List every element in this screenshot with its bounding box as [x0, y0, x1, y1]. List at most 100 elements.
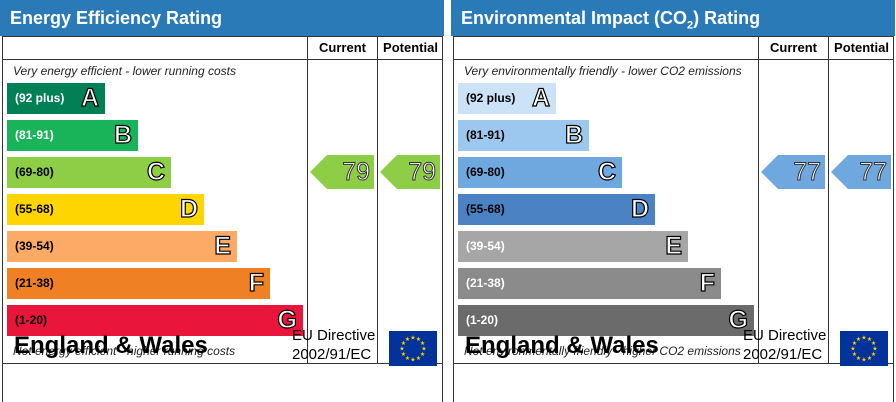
rating-band-c: (69-80) C: [7, 157, 171, 188]
band-range-label: (1-20): [15, 313, 48, 327]
eu-directive-line: 2002/91/EC: [743, 346, 823, 363]
column-divider: [307, 37, 308, 363]
band-letter: A: [80, 83, 99, 112]
current-column-header: Current: [319, 40, 366, 55]
column-divider: [828, 37, 829, 363]
eu-star-icon: ★: [410, 335, 415, 342]
rating-band-b: (81-91) B: [458, 120, 589, 151]
band-range-label: (21-38): [15, 276, 54, 290]
eu-star-icon: ★: [861, 335, 866, 342]
bottom-caption: Not environmentally friendly - higher CO…: [464, 344, 741, 358]
eu-star-icon: ★: [420, 351, 425, 358]
eu-star-icon: ★: [867, 336, 872, 343]
band-range-label: (55-68): [466, 202, 505, 216]
current-rating-arrow: 77: [761, 155, 825, 189]
rating-band-a: (92 plus) A: [458, 83, 556, 114]
eu-directive-line: EU Directive: [292, 327, 376, 344]
panel-title: Energy Efficiency Rating: [0, 0, 444, 36]
current-rating-value: 77: [793, 158, 822, 187]
header-divider: [3, 59, 443, 60]
eu-star-icon: ★: [416, 355, 421, 362]
band-letter: E: [665, 231, 683, 260]
eu-star-icon: ★: [852, 340, 857, 347]
rating-band-d: (55-68) D: [458, 194, 655, 225]
rating-band-c: (69-80) C: [458, 157, 622, 188]
band-letter: C: [597, 157, 616, 186]
band-letter: C: [146, 157, 165, 186]
region-label: England & Wales: [465, 332, 659, 359]
potential-column-header: Potential: [383, 40, 438, 55]
band-range-label: (39-54): [15, 239, 54, 253]
header-divider: [454, 59, 894, 60]
eu-star-icon: ★: [867, 355, 872, 362]
eu-star-icon: ★: [856, 336, 861, 343]
eu-directive-line: 2002/91/EC: [292, 346, 372, 363]
eu-star-icon: ★: [401, 351, 406, 358]
eu-star-icon: ★: [410, 357, 415, 364]
band-range-label: (21-38): [466, 276, 505, 290]
environmental-impact-panel: Environmental Impact (CO2) Rating Curren…: [451, 0, 895, 402]
band-letter: G: [728, 305, 749, 334]
rating-band-e: (39-54) E: [458, 231, 688, 262]
band-range-label: (69-80): [466, 165, 505, 179]
band-range-label: (1-20): [466, 313, 499, 327]
rating-band-g: (1-20) G: [7, 305, 303, 336]
potential-rating-arrow: 79: [380, 155, 440, 189]
eu-directive-line: EU Directive: [743, 327, 827, 344]
band-letter: D: [179, 194, 198, 223]
rating-band-b: (81-91) B: [7, 120, 138, 151]
energy-efficiency-panel: Energy Efficiency Rating Current Potenti…: [0, 0, 444, 402]
rating-frame: Current Potential Very energy efficient …: [2, 36, 443, 402]
footer-divider: [3, 363, 443, 364]
rating-band-d: (55-68) D: [7, 194, 204, 225]
band-range-label: (81-91): [466, 128, 505, 142]
eu-star-icon: ★: [871, 340, 876, 347]
eu-star-icon: ★: [420, 340, 425, 347]
rating-band-a: (92 plus) A: [7, 83, 105, 114]
rating-band-g: (1-20) G: [458, 305, 754, 336]
eu-star-icon: ★: [401, 340, 406, 347]
band-letter: F: [248, 268, 265, 297]
eu-directive: EU Directive 2002/91/EC: [292, 326, 375, 364]
eu-star-icon: ★: [850, 346, 855, 353]
rating-band-f: (21-38) F: [7, 268, 270, 299]
top-caption: Very environmentally friendly - lower CO…: [464, 64, 742, 78]
band-letter: B: [564, 120, 583, 149]
potential-rating-value: 79: [408, 158, 437, 187]
current-rating-value: 79: [342, 158, 371, 187]
band-letter: E: [214, 231, 232, 260]
rating-band-e: (39-54) E: [7, 231, 237, 262]
region-label: England & Wales: [14, 332, 208, 359]
eu-star-icon: ★: [856, 355, 861, 362]
column-divider: [758, 37, 759, 363]
current-rating-arrow: 79: [310, 155, 374, 189]
bottom-caption: Not energy efficient - higher running co…: [13, 344, 236, 358]
eu-directive: EU Directive 2002/91/EC: [743, 326, 826, 364]
eu-flag-icon: ★ ★★★★★★★★★★★: [389, 331, 437, 366]
eu-star-icon: ★: [405, 355, 410, 362]
eu-star-icon: ★: [421, 346, 426, 353]
eu-star-icon: ★: [861, 357, 866, 364]
rating-frame: Current Potential Very environmentally f…: [453, 36, 894, 402]
potential-rating-arrow: 77: [831, 155, 891, 189]
band-range-label: (69-80): [15, 165, 54, 179]
band-range-label: (92 plus): [15, 91, 65, 105]
band-range-label: (55-68): [15, 202, 54, 216]
band-letter: A: [531, 83, 550, 112]
panel-title: Environmental Impact (CO2) Rating: [451, 0, 895, 36]
band-range-label: (81-91): [15, 128, 54, 142]
potential-rating-value: 77: [859, 158, 888, 187]
eu-star-icon: ★: [405, 336, 410, 343]
band-range-label: (39-54): [466, 239, 505, 253]
top-caption: Very energy efficient - lower running co…: [13, 64, 236, 78]
current-column-header: Current: [770, 40, 817, 55]
eu-star-icon: ★: [416, 336, 421, 343]
band-range-label: (92 plus): [466, 91, 516, 105]
band-letter: G: [277, 305, 298, 334]
rating-band-f: (21-38) F: [458, 268, 721, 299]
eu-star-icon: ★: [872, 346, 877, 353]
eu-star-icon: ★: [871, 351, 876, 358]
band-letter: D: [630, 194, 649, 223]
column-divider: [377, 37, 378, 363]
eu-star-icon: ★: [852, 351, 857, 358]
